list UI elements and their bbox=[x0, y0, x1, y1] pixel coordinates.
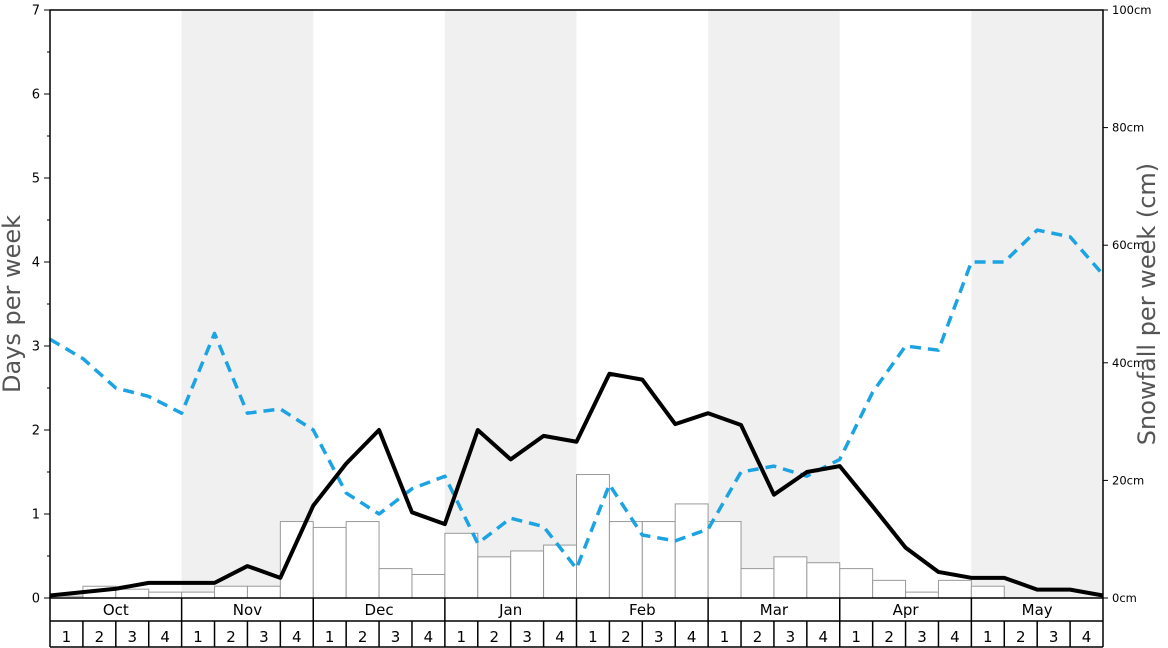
week-label: 1 bbox=[588, 628, 598, 646]
week-label: 4 bbox=[555, 628, 565, 646]
week-label: 2 bbox=[884, 628, 894, 646]
snowfall-bar bbox=[905, 591, 939, 599]
y-tick-label: 5 bbox=[32, 172, 40, 187]
y2-tick-label: 60cm bbox=[1112, 238, 1144, 252]
week-label: 2 bbox=[489, 628, 499, 646]
y2-tick-label: 0cm bbox=[1112, 591, 1137, 605]
snowfall-bar bbox=[148, 591, 183, 599]
y-tick-label: 4 bbox=[32, 256, 40, 271]
snowfall-bar bbox=[279, 521, 314, 599]
snowfall-bar bbox=[937, 579, 972, 599]
month-band-nov bbox=[181, 10, 314, 598]
month-label: Apr bbox=[893, 601, 920, 619]
y-tick-label: 6 bbox=[32, 88, 40, 103]
snowfall-bar bbox=[707, 521, 742, 599]
series-lines bbox=[49, 228, 1105, 598]
week-label: 3 bbox=[786, 628, 796, 646]
week-label: 4 bbox=[819, 628, 829, 646]
week-label: 2 bbox=[226, 628, 236, 646]
month-label: Mar bbox=[760, 601, 789, 619]
month-band-mar bbox=[708, 10, 840, 598]
y-tick-label: 1 bbox=[32, 508, 40, 523]
y-tick-label: 0 bbox=[32, 592, 40, 607]
week-label: 1 bbox=[851, 628, 861, 646]
month-band-may bbox=[971, 10, 1103, 598]
snowfall-bar bbox=[477, 556, 512, 599]
y2-tick-label: 20cm bbox=[1112, 473, 1144, 487]
week-label: 3 bbox=[127, 628, 137, 646]
week-label: 2 bbox=[95, 628, 105, 646]
month-label: Dec bbox=[365, 601, 394, 619]
week-label: 2 bbox=[1016, 628, 1026, 646]
y-axis-title: Days per week bbox=[0, 215, 26, 393]
snowfall-bar bbox=[543, 544, 577, 599]
week-label: 1 bbox=[720, 628, 730, 646]
days-series-line bbox=[49, 371, 1104, 598]
snowfall-bar bbox=[641, 521, 676, 599]
y2-axis-title: Snowfall per week (cm) bbox=[1133, 163, 1161, 445]
week-label: 4 bbox=[1082, 628, 1092, 646]
week-label: 3 bbox=[391, 628, 401, 646]
week-label: 3 bbox=[522, 628, 532, 646]
right-axis: 0cm 20cm 40cm 60cm 80cm 100cm bbox=[1103, 3, 1151, 605]
snowfall-bar bbox=[345, 521, 380, 599]
snowfall-bar bbox=[872, 579, 907, 599]
week-label: 1 bbox=[325, 628, 335, 646]
month-shading bbox=[181, 10, 1103, 598]
snowfall-bar bbox=[970, 585, 1005, 599]
snowfall-bars bbox=[49, 474, 1005, 599]
week-label: 1 bbox=[193, 628, 203, 646]
week-label: 3 bbox=[259, 628, 269, 646]
y-tick-label: 7 bbox=[32, 4, 40, 19]
month-label: May bbox=[1022, 601, 1053, 619]
left-axis: 0 1 2 3 4 5 6 7 bbox=[32, 4, 50, 607]
week-label: 3 bbox=[1049, 628, 1059, 646]
snowfall-bar bbox=[444, 532, 479, 599]
month-label: Oct bbox=[103, 601, 129, 619]
snowfall-bar bbox=[115, 588, 150, 599]
week-label: 4 bbox=[160, 628, 170, 646]
snowfall-bar bbox=[246, 585, 281, 599]
y2-tick-label: 80cm bbox=[1112, 121, 1144, 135]
y2-tick-label: 40cm bbox=[1112, 356, 1144, 370]
week-label: 4 bbox=[292, 628, 302, 646]
snowfall-bar bbox=[378, 568, 413, 599]
week-label: 4 bbox=[950, 628, 960, 646]
month-band-jan bbox=[444, 10, 577, 598]
week-label: 2 bbox=[621, 628, 631, 646]
week-label: 4 bbox=[687, 628, 697, 646]
y-tick-label: 3 bbox=[32, 340, 40, 355]
week-label: 3 bbox=[654, 628, 664, 646]
snowfall-bar bbox=[806, 562, 841, 599]
snowfall-bar bbox=[510, 550, 545, 599]
snowfall-bar bbox=[411, 573, 446, 599]
week-label: 3 bbox=[917, 628, 927, 646]
snowfall-bar bbox=[608, 521, 643, 599]
snowfall-bar bbox=[674, 503, 709, 599]
week-label: 2 bbox=[753, 628, 763, 646]
month-axis: Oct Nov Dec Jan Feb Mar Apr May bbox=[49, 598, 1104, 622]
snowfall-bar bbox=[773, 556, 808, 599]
snowfall-bar bbox=[181, 591, 216, 599]
y2-tick-label: 100cm bbox=[1112, 3, 1151, 17]
snowfall-bar bbox=[740, 568, 775, 599]
week-label: 2 bbox=[358, 628, 368, 646]
snowfall-bar bbox=[214, 585, 248, 599]
week-axis: 1 2 3 4 1 2 3 4 1 2 3 4 1 2 3 4 1 2 3 4 1 2 3 4 1 2 3 4 1 2 3 4 bbox=[49, 621, 1104, 648]
month-label: Jan bbox=[498, 601, 522, 619]
week-label: 4 bbox=[424, 628, 434, 646]
month-label: Feb bbox=[629, 601, 656, 619]
y-tick-label: 2 bbox=[32, 424, 40, 439]
week-label: 1 bbox=[457, 628, 467, 646]
week-label: 1 bbox=[62, 628, 72, 646]
month-label: Nov bbox=[233, 601, 262, 619]
snowfall-bar bbox=[312, 526, 347, 599]
snowfall-bar bbox=[839, 568, 874, 599]
week-label: 1 bbox=[983, 628, 993, 646]
